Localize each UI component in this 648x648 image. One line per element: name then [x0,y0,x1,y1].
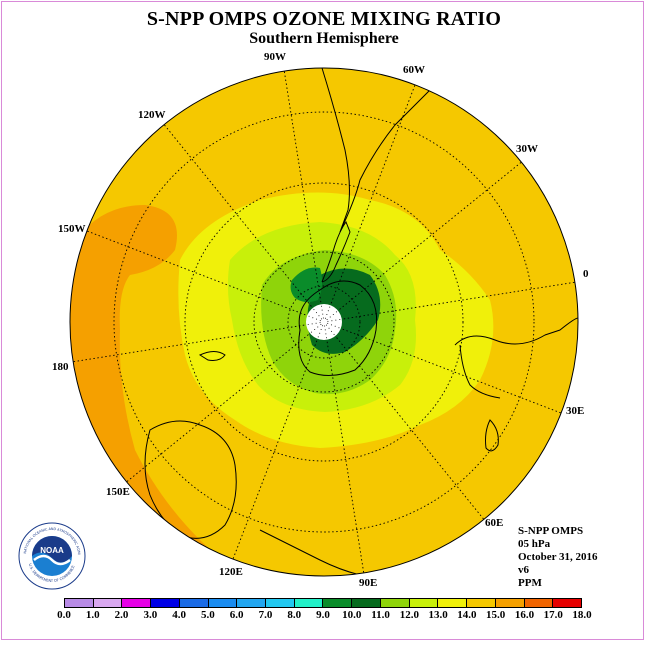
lon-label-0: 0 [583,268,589,280]
colorbar-tick-label: 15.0 [486,609,506,621]
colorbar-segment [380,599,410,607]
info-level: 05 hPa [518,538,551,550]
colorbar-segment [65,599,94,607]
info-version: v6 [518,564,529,576]
colorbar-tick-label: 12.0 [399,609,419,621]
product-info: S-NPP OMPS 05 hPa October 31, 2016 v6 PP… [518,525,598,590]
colorbar-segment [438,599,468,607]
noaa-logo: NATIONAL OCEANIC AND ATMOSPHERIC ADMINIS… [18,522,86,590]
lon-label-90e: 90E [359,577,378,589]
lon-label-30e: 30E [566,405,585,417]
colorbar-tick-labels: 0.0 1.0 2.0 3.0 4.0 5.0 6.0 7.0 8.0 9.0 10.0 11.0 12… [57,609,592,625]
colorbar-segment [151,599,180,607]
info-date: October 31, 2016 [518,551,598,563]
lon-label-120w: 120W [138,109,166,121]
lon-label-150w: 150W [58,223,86,235]
colorbar-segment [409,599,439,607]
lon-label-60w: 60W [403,64,425,76]
colorbar [64,598,582,608]
colorbar-segment [323,599,353,607]
colorbar-tick-label: 16.0 [514,609,535,621]
colorbar-segment [467,599,496,607]
figure-frame [1,1,644,640]
colorbar-tick-label: 17.0 [543,609,563,621]
coast-antarctic-peninsula [321,220,351,283]
lon-label-180: 180 [52,361,69,373]
info-units: PPM [518,577,542,589]
coast-africa-south [459,344,501,399]
colorbar-segment [93,599,123,607]
lon-label-90w: 90W [264,51,286,63]
colorbar-tick-label: 8.0 [287,609,302,621]
colorbar-segment [122,599,152,607]
colorbar-segment [266,599,295,607]
coast-indonesia [259,529,361,576]
colorbar-segment [208,599,238,607]
colorbar-tick-label: 14.0 [457,609,477,621]
coast-new-zealand [198,351,226,361]
coast-madagascar [485,419,499,452]
figure-subtitle: Southern Hemisphere [249,30,399,47]
colorbar-tick-label: 0.0 [57,609,71,621]
coast-australia [144,420,237,539]
colorbar-tick-label: 6.0 [229,609,244,621]
colorbar-tick-label: 13.0 [428,609,448,621]
pole-missing-data [306,304,342,340]
colorbar-segment [524,599,554,607]
colorbar-tick-label: 9.0 [316,609,330,621]
colorbar-tick-label: 2.0 [114,609,129,621]
info-product: S-NPP OMPS [518,525,584,537]
coast-africa [454,317,578,346]
colorbar-tick-label: 3.0 [143,609,158,621]
colorbar-segment [237,599,267,607]
colorbar-tick-label: 1.0 [85,609,100,621]
colorbar-segment [495,599,525,607]
colorbar-segment [352,599,381,607]
lon-label-120e: 120E [219,566,243,578]
colorbar-tick-label: 5.0 [201,609,215,621]
colorbar-tick-label: 7.0 [258,609,273,621]
coast-south-america [321,68,441,233]
colorbar-tick-label: 18.0 [572,609,592,621]
colorbar-segment [294,599,324,607]
noaa-logo-text: NOAA [40,546,64,555]
colorbar-segment [553,599,581,607]
lon-label-30w: 30W [516,143,538,155]
colorbar-tick-label: 10.0 [342,609,362,621]
coast-antarctica [298,280,378,376]
lon-label-60e: 60E [485,517,504,529]
colorbar-tick-label: 11.0 [371,609,390,621]
lon-label-150e: 150E [106,486,130,498]
colorbar-segment [179,599,209,607]
figure-title: S-NPP OMPS OZONE MIXING RATIO [146,8,502,30]
colorbar-tick-label: 4.0 [172,609,186,621]
